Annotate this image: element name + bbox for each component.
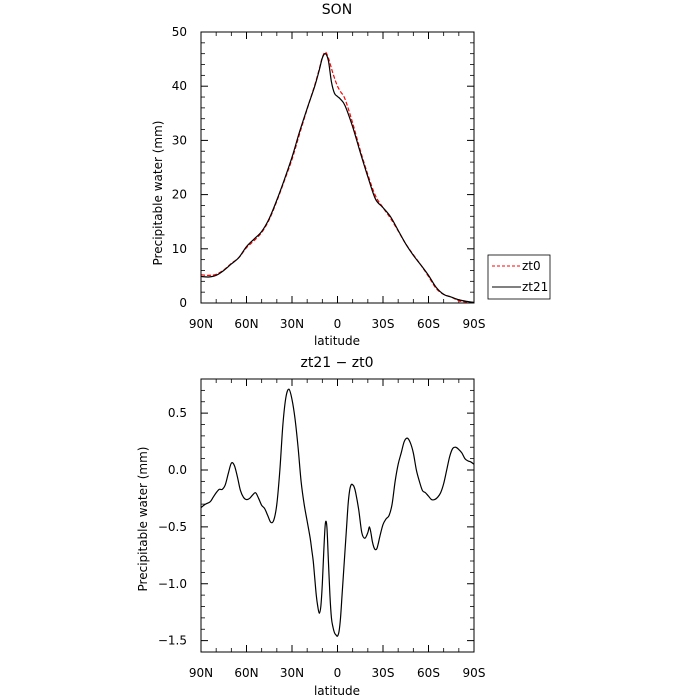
x-tick-label: 90S — [463, 666, 486, 680]
x-tick-label: 60N — [234, 666, 258, 680]
plot-frame — [200, 378, 475, 653]
y-tick-label: 0.5 — [168, 406, 187, 420]
y-tick-label: 20 — [172, 188, 187, 202]
chart-title: SON — [322, 2, 352, 18]
y-tick-label: −1.0 — [158, 577, 187, 591]
y-tick-label: 30 — [172, 133, 187, 147]
y-tick-label: 0 — [179, 296, 187, 310]
chart-son: SON 90N 60N 30N 0 30S 60S 90S 0 10 20 30 40 50 latit… — [151, 2, 551, 348]
y-tick-label: 50 — [172, 25, 187, 39]
axis-ticks: 90N 60N 30N 0 30S 60S 90S 0 10 20 30 40 50 — [172, 25, 486, 331]
x-tick-label: 90N — [189, 666, 213, 680]
x-tick-label: 60S — [417, 317, 440, 331]
chart-series — [200, 388, 475, 637]
axis-ticks: 90N 60N 30N 0 30S 60S 90S 0.5 0.0 −0.5 −1.0 −1.5 — [158, 378, 486, 680]
chart-diff: zt21 − zt0 90N 60N 30N 0 30S 60S 90S 0.5 0.0 −0.5… — [136, 355, 485, 698]
y-tick-label: 40 — [172, 79, 187, 93]
plot-frame — [200, 31, 475, 304]
chart-series — [200, 51, 475, 304]
x-tick-label: 30N — [280, 317, 304, 331]
x-tick-label: 0 — [334, 317, 342, 331]
y-tick-label: −1.5 — [158, 634, 187, 648]
x-tick-label: 0 — [334, 666, 342, 680]
chart-title: zt21 − zt0 — [300, 355, 373, 371]
legend-label-zt21: zt21 — [522, 280, 548, 294]
y-tick-label: 0.0 — [168, 463, 187, 477]
legend-box — [487, 254, 551, 300]
x-tick-label: 60N — [234, 317, 258, 331]
y-axis-label: Precipitable water (mm) — [151, 121, 165, 266]
y-tick-label: −0.5 — [158, 520, 187, 534]
legend: zt0 zt21 — [487, 254, 551, 300]
x-axis-label: latitude — [314, 334, 360, 348]
y-axis-label: Precipitable water (mm) — [136, 447, 150, 592]
x-tick-label: 30N — [280, 666, 304, 680]
x-tick-label: 90N — [189, 317, 213, 331]
x-axis-label: latitude — [314, 684, 360, 698]
x-tick-label: 90S — [463, 317, 486, 331]
x-tick-label: 60S — [417, 666, 440, 680]
x-tick-label: 30S — [372, 317, 395, 331]
series-line-zt0 — [200, 51, 475, 304]
legend-label-zt0: zt0 — [522, 259, 541, 273]
series-line-zt21 — [200, 53, 475, 304]
y-tick-label: 10 — [172, 242, 187, 256]
x-tick-label: 30S — [372, 666, 395, 680]
series-line-diff-0 — [200, 388, 475, 637]
